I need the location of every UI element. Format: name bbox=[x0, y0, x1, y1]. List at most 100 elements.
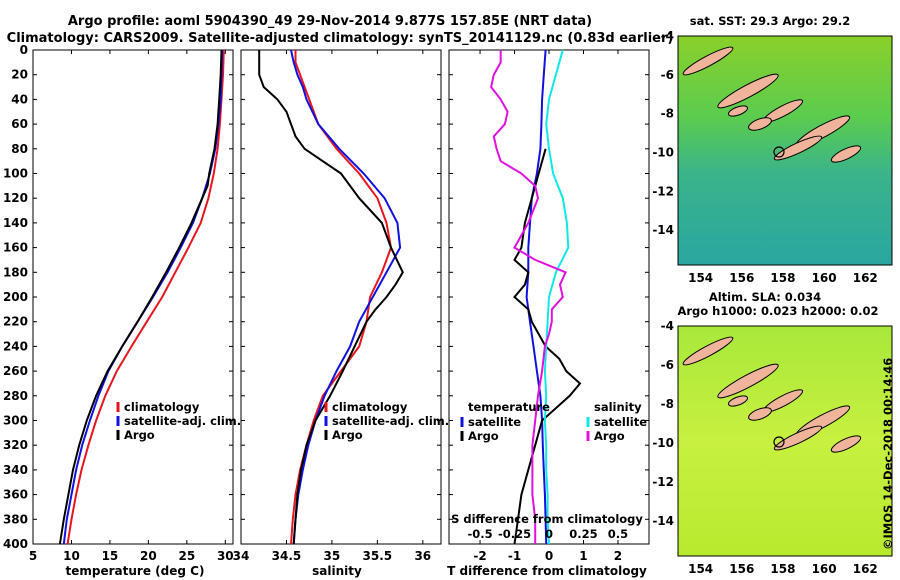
x2-tick-label: 0.25 bbox=[569, 527, 597, 541]
series-line-climatology bbox=[290, 50, 393, 545]
legend-label: climatology bbox=[332, 400, 408, 414]
sst-map-title: sat. SST: 29.3 Argo: 29.2 bbox=[690, 14, 850, 28]
x-tick-label: 34.5 bbox=[272, 549, 302, 563]
series-line-climatology bbox=[66, 49, 225, 545]
depth-tick-label: 60 bbox=[11, 117, 28, 131]
figure-title-line2: Climatology: CARS2009. Satellite-adjuste… bbox=[7, 31, 674, 46]
depth-tick-label: 40 bbox=[11, 92, 28, 106]
lat-tick-label: -10 bbox=[652, 436, 674, 450]
lon-tick-label: 156 bbox=[729, 271, 754, 285]
imos-watermark: ©IMOS 14-Dec-2018 00:14:46 bbox=[881, 358, 895, 550]
lat-tick-label: -4 bbox=[661, 29, 674, 43]
lat-tick-label: -10 bbox=[652, 145, 674, 159]
island-shape bbox=[682, 336, 734, 366]
lon-tick-label: 156 bbox=[729, 562, 754, 576]
island-shape bbox=[728, 105, 748, 117]
depth-tick-label: 120 bbox=[3, 191, 28, 205]
sla-map-title-line1: Altim. SLA: 0.034 bbox=[709, 290, 821, 304]
series-line-satellite-adj-clim- bbox=[290, 49, 402, 545]
sla-map-title-line2: Argo h1000: 0.023 h2000: 0.02 bbox=[677, 304, 878, 318]
lon-tick-label: 160 bbox=[812, 562, 837, 576]
legend-label: satellite-adj. clim. bbox=[332, 414, 449, 428]
island-shape bbox=[748, 117, 772, 131]
lat-tick-label: -12 bbox=[652, 475, 674, 489]
x2-tick-label: -0.5 bbox=[467, 527, 492, 541]
lon-tick-label: 162 bbox=[853, 271, 878, 285]
lon-tick-label: 158 bbox=[770, 271, 795, 285]
legend-label: satellite-adj. clim. bbox=[124, 414, 241, 428]
lat-tick-label: -8 bbox=[661, 107, 674, 121]
legend-label: satellite bbox=[468, 415, 521, 429]
depth-tick-label: 260 bbox=[3, 364, 28, 378]
lat-tick-label: -14 bbox=[652, 223, 674, 237]
lon-tick-label: 160 bbox=[812, 271, 837, 285]
depth-tick-label: 20 bbox=[11, 68, 28, 82]
island-shape bbox=[830, 145, 862, 163]
x-tick-label: 20 bbox=[140, 549, 157, 563]
legend-label: Argo bbox=[124, 428, 155, 442]
legend-title-salinity: salinity bbox=[594, 400, 642, 414]
sst-map: -4 -6 -8 -10 -12 -14 154 156 158 160 162 bbox=[652, 29, 893, 285]
island-shape bbox=[773, 135, 823, 161]
island-shape bbox=[830, 435, 862, 453]
depth-tick-label: 240 bbox=[3, 339, 28, 353]
salinity-panel-frame bbox=[240, 49, 442, 545]
depth-tick-label: 380 bbox=[3, 512, 28, 526]
series-line-argo bbox=[258, 50, 404, 545]
legend-title-temperature: temperature bbox=[468, 400, 550, 414]
x-tick-label: 0 bbox=[545, 549, 553, 563]
sst-map-argo-location-marker bbox=[773, 146, 785, 158]
island-shape bbox=[717, 73, 779, 109]
profile-plots: 0204060801001201401601802002202402602803… bbox=[3, 43, 649, 563]
island-shape bbox=[773, 425, 823, 451]
x-tick-label: 25 bbox=[178, 549, 195, 563]
x-tick-label: 1 bbox=[579, 549, 587, 563]
lat-tick-label: -4 bbox=[661, 319, 674, 333]
depth-tick-label: 140 bbox=[3, 216, 28, 230]
depth-tick-label: 320 bbox=[3, 438, 28, 452]
x-tick-label: 34 bbox=[233, 549, 250, 563]
x2-tick-label: 0.5 bbox=[608, 527, 628, 541]
series-line-argo bbox=[58, 49, 223, 545]
difference-x2label: S difference from climatology bbox=[451, 512, 643, 526]
map-panels: sat. SST: 29.3 Argo: 29.2 Altim. SLA: 0.… bbox=[652, 14, 893, 576]
depth-tick-label: 100 bbox=[3, 167, 28, 181]
x-tick-label: 15 bbox=[102, 549, 119, 563]
x-tick-label: 10 bbox=[63, 549, 80, 563]
x-tick-label: 5 bbox=[29, 549, 37, 563]
series-line-s-satellite bbox=[543, 49, 570, 545]
series-line-t-satellite bbox=[525, 49, 548, 545]
lon-tick-label: 154 bbox=[688, 271, 713, 285]
depth-tick-label: 200 bbox=[3, 290, 28, 304]
depth-tick-label: 220 bbox=[3, 315, 28, 329]
lat-tick-label: -6 bbox=[661, 68, 674, 82]
depth-tick-label: 340 bbox=[3, 463, 28, 477]
lat-tick-label: -12 bbox=[652, 184, 674, 198]
difference-xlabel: T difference from climatology bbox=[447, 564, 647, 578]
legend-label: Argo bbox=[332, 428, 363, 442]
x2-tick-label: -0.25 bbox=[498, 527, 531, 541]
depth-tick-label: 80 bbox=[11, 142, 28, 156]
island-shape bbox=[728, 395, 748, 407]
depth-tick-label: 280 bbox=[3, 389, 28, 403]
sla-map: -4 -6 -8 -10 -12 -14 154 156 158 160 162 bbox=[652, 319, 893, 576]
x-tick-label: 35.5 bbox=[363, 549, 393, 563]
lat-tick-label: -8 bbox=[661, 397, 674, 411]
legend-label: climatology bbox=[124, 400, 200, 414]
series-line-satellite-adj-clim- bbox=[62, 49, 224, 545]
x-tick-label: -1 bbox=[508, 549, 521, 563]
lon-tick-label: 162 bbox=[853, 562, 878, 576]
depth-tick-label: 160 bbox=[3, 241, 28, 255]
legend-label: Argo bbox=[468, 429, 499, 443]
island-shape bbox=[717, 363, 779, 399]
lat-tick-label: -14 bbox=[652, 514, 674, 528]
depth-tick-label: 180 bbox=[3, 265, 28, 279]
x-tick-label: -2 bbox=[473, 549, 486, 563]
temperature-panel-frame bbox=[32, 49, 234, 545]
depth-tick-label: 400 bbox=[3, 537, 28, 551]
lat-tick-label: -6 bbox=[661, 358, 674, 372]
legend-label: satellite bbox=[594, 415, 647, 429]
island-shape bbox=[682, 46, 734, 76]
x-tick-label: 2 bbox=[614, 549, 622, 563]
